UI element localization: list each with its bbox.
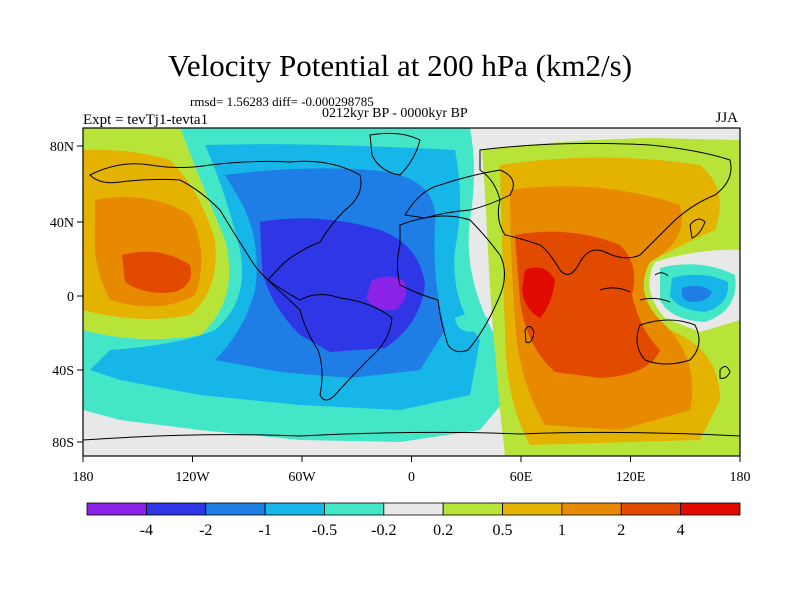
colorbar-label: 1 (558, 522, 566, 539)
lon-tick-label: 180 (730, 470, 751, 485)
pos-east-2 (515, 231, 660, 378)
neg-contour-2 (260, 218, 425, 352)
colorbar-swatch (620, 502, 682, 516)
colorbar-swatch (205, 502, 266, 516)
colorbar-swatch (324, 502, 385, 516)
pos-contour-2 (122, 251, 191, 293)
colorbar-swatch (145, 502, 207, 516)
colorbar (86, 502, 741, 516)
lon-tick-label: 60W (288, 470, 316, 485)
lat-tick-label: 80N (50, 140, 74, 155)
colorbar-swatch (86, 502, 147, 516)
lon-tick-label: 60E (510, 470, 533, 485)
lon-tick-label: 180 (73, 470, 94, 485)
map-title: Velocity Potential at 200 hPa (km2/s) (167, 48, 633, 83)
neg-contour-4 (366, 276, 407, 311)
lat-labels: 80N 40N 0 40S 80S (50, 140, 74, 451)
colorbar-swatch (264, 502, 325, 516)
colorbar-swatch (561, 502, 622, 516)
colorbar-label: 0.5 (493, 522, 513, 539)
colorbar-label: 4 (677, 522, 685, 539)
caribbean-neg (455, 314, 488, 332)
lon-tick-label: 120W (175, 470, 210, 485)
colorbar-swatch (442, 502, 503, 516)
lon-tick-label: 120E (616, 470, 646, 485)
lat-tick-label: 80S (52, 436, 74, 451)
colorbar-swatch (502, 502, 563, 516)
wp-neg-1 (681, 285, 712, 302)
colorbar-label: 2 (617, 522, 625, 539)
season-label: JJA (715, 110, 738, 126)
colorbar-label: -1 (258, 522, 271, 539)
lon-tick-label: 0 (408, 470, 415, 485)
colorbar-label: 0.2 (433, 522, 453, 539)
lat-tick-label: 40N (50, 216, 74, 231)
lat-tick-label: 40S (52, 364, 74, 379)
lon-labels: 180 120W 60W 0 60E 120E 180 (73, 470, 751, 485)
colorbar-label: -0.5 (312, 522, 337, 539)
colorbar-swatch (680, 502, 741, 516)
colorbar-label: -2 (199, 522, 212, 539)
colorbar-labels: -4 -2 -1 -0.5 -0.2 0.2 0.5 1 2 4 (140, 522, 685, 539)
colorbar-swatch (383, 502, 444, 516)
experiment-label: Expt = tevTj1-tevta1 (83, 112, 209, 128)
period-label: 0212kyr BP - 0000kyr BP (322, 106, 468, 121)
map-field (83, 128, 740, 456)
lat-tick-label: 0 (67, 290, 74, 305)
stats-label: rmsd= 1.56283 diff= -0.000298785 (190, 94, 374, 109)
colorbar-label: -0.2 (371, 522, 396, 539)
colorbar-label: -4 (140, 522, 153, 539)
coastlines (83, 132, 740, 441)
pos-east-4 (522, 267, 555, 318)
map-tick-marks (77, 145, 741, 462)
